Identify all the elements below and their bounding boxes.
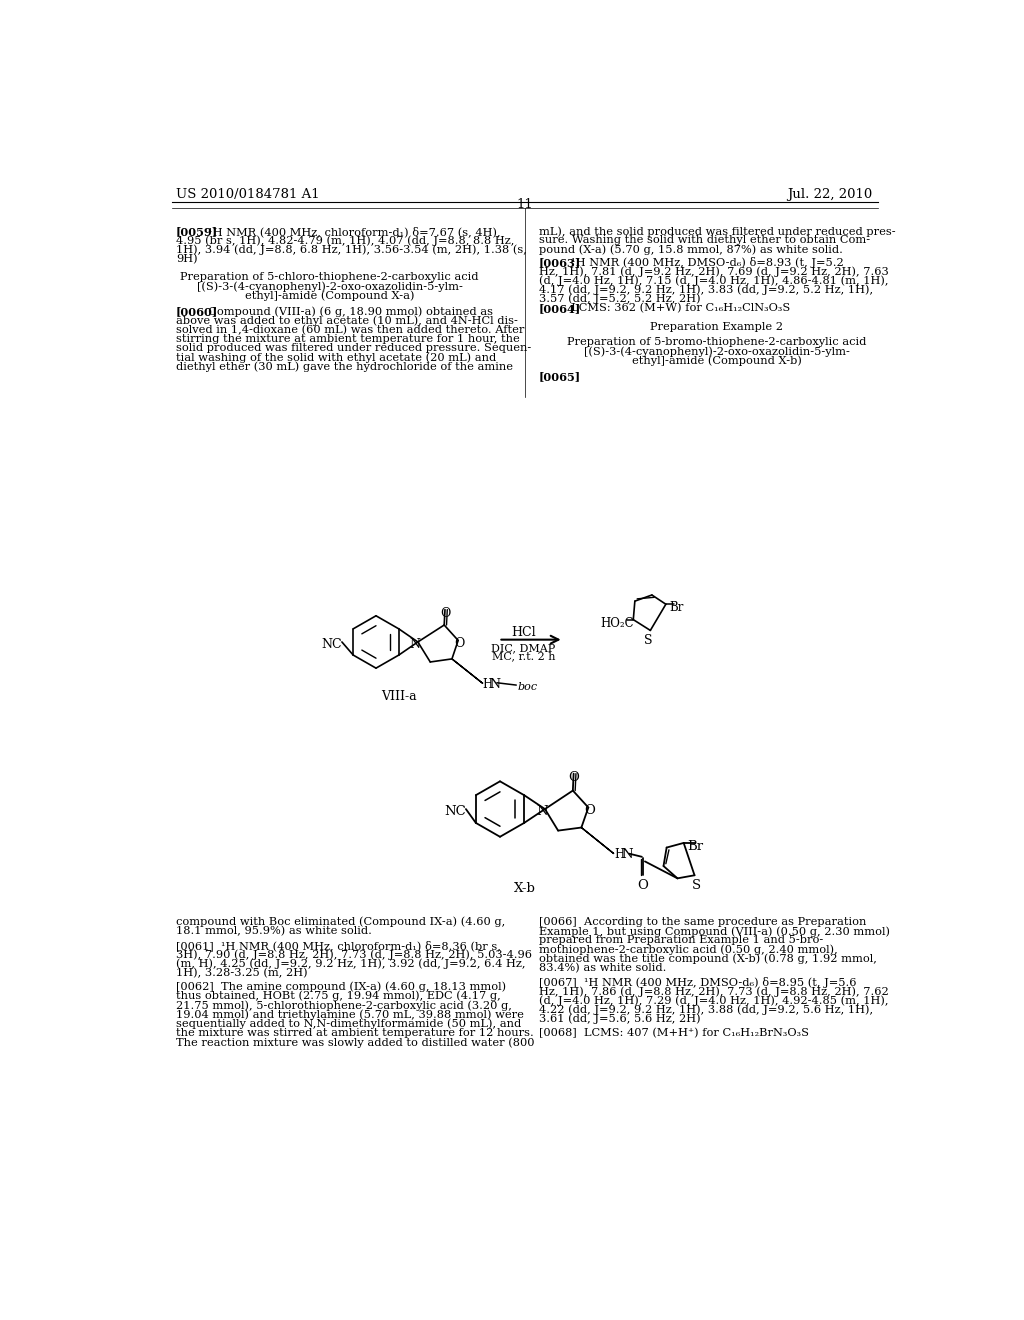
Text: [0067]  ¹H NMR (400 MHz, DMSO-d₆) δ=8.95 (t, J=5.6: [0067] ¹H NMR (400 MHz, DMSO-d₆) δ=8.95 … — [539, 977, 856, 987]
Text: DIC, DMAP: DIC, DMAP — [492, 643, 555, 652]
Text: 3H), 7.90 (d, J=8.8 Hz, 2H), 7.73 (d, J=8.8 Hz, 2H), 5.03-4.96: 3H), 7.90 (d, J=8.8 Hz, 2H), 7.73 (d, J=… — [176, 949, 532, 960]
Text: The reaction mixture was slowly added to distilled water (800: The reaction mixture was slowly added to… — [176, 1038, 535, 1048]
Text: sure. Washing the solid with diethyl ether to obtain Com-: sure. Washing the solid with diethyl eth… — [539, 235, 869, 246]
Text: obtained was the title compound (X-b) (0.78 g, 1.92 mmol,: obtained was the title compound (X-b) (0… — [539, 954, 877, 965]
Text: mothiophene-2-carboxylic acid (0.50 g, 2.40 mmol),: mothiophene-2-carboxylic acid (0.50 g, 2… — [539, 945, 838, 956]
Text: [(S)-3-(4-cyanophenyl)-2-oxo-oxazolidin-5-ylm-: [(S)-3-(4-cyanophenyl)-2-oxo-oxazolidin-… — [197, 281, 463, 292]
Text: ethyl]-amide (Compound X-a): ethyl]-amide (Compound X-a) — [245, 290, 415, 301]
Text: LCMS: 362 (M+W) for C₁₆H₁₂ClN₃O₃S: LCMS: 362 (M+W) for C₁₆H₁₂ClN₃O₃S — [563, 304, 790, 313]
Text: tial washing of the solid with ethyl acetate (20 mL) and: tial washing of the solid with ethyl ace… — [176, 352, 497, 363]
Text: Br: Br — [670, 601, 684, 614]
Text: [0068]  LCMS: 407 (M+H⁺) for C₁₆H₁₂BrN₃O₃S: [0068] LCMS: 407 (M+H⁺) for C₁₆H₁₂BrN₃O₃… — [539, 1028, 809, 1038]
Text: [(S)-3-(4-cyanophenyl)-2-oxo-oxazolidin-5-ylm-: [(S)-3-(4-cyanophenyl)-2-oxo-oxazolidin-… — [584, 346, 850, 356]
Text: N: N — [621, 849, 633, 862]
Text: H: H — [482, 678, 493, 692]
Text: 3.61 (dd, J=5.6, 5.6 Hz, 2H): 3.61 (dd, J=5.6, 5.6 Hz, 2H) — [539, 1014, 700, 1024]
Text: [0061]  ¹H NMR (400 MHz, chloroform-d₁) δ=8.36 (br s,: [0061] ¹H NMR (400 MHz, chloroform-d₁) δ… — [176, 940, 501, 950]
Text: US 2010/0184781 A1: US 2010/0184781 A1 — [176, 187, 319, 201]
Text: Example 1, but using Compound (VIII-a) (0.50 g, 2.30 mmol): Example 1, but using Compound (VIII-a) (… — [539, 927, 890, 937]
Text: (d, J=4.0 Hz, 1H), 7.29 (d, J=4.0 Hz, 1H), 4.92-4.85 (m, 1H),: (d, J=4.0 Hz, 1H), 7.29 (d, J=4.0 Hz, 1H… — [539, 995, 888, 1006]
Text: Compound (VIII-a) (6 g, 18.90 mmol) obtained as: Compound (VIII-a) (6 g, 18.90 mmol) obta… — [201, 306, 493, 317]
Text: solved in 1,4-dioxane (60 mL) was then added thereto. After: solved in 1,4-dioxane (60 mL) was then a… — [176, 325, 524, 335]
Text: the mixture was stirred at ambient temperature for 12 hours.: the mixture was stirred at ambient tempe… — [176, 1028, 534, 1038]
Text: [0064]: [0064] — [539, 304, 581, 314]
Text: (d, J=4.0 Hz, 1H), 7.15 (d, J=4.0 Hz, 1H), 4.86-4.81 (m, 1H),: (d, J=4.0 Hz, 1H), 7.15 (d, J=4.0 Hz, 1H… — [539, 276, 888, 286]
Text: NC: NC — [322, 638, 342, 651]
Text: VIII-a: VIII-a — [381, 689, 417, 702]
Text: MC, r.t. 2 h: MC, r.t. 2 h — [492, 651, 555, 661]
Text: 4.17 (dd, J=9.2, 9.2 Hz, 1H), 3.83 (dd, J=9.2, 5.2 Hz, 1H),: 4.17 (dd, J=9.2, 9.2 Hz, 1H), 3.83 (dd, … — [539, 285, 872, 296]
Text: solid produced was filtered under reduced pressure. Sequen-: solid produced was filtered under reduce… — [176, 343, 531, 354]
Text: O: O — [455, 636, 465, 649]
Text: Hz, 1H), 7.81 (d, J=9.2 Hz, 2H), 7.69 (d, J=9.2 Hz, 2H), 7.63: Hz, 1H), 7.81 (d, J=9.2 Hz, 2H), 7.69 (d… — [539, 267, 889, 277]
Text: 18.1 mmol, 95.9%) as white solid.: 18.1 mmol, 95.9%) as white solid. — [176, 927, 372, 936]
Text: Preparation Example 2: Preparation Example 2 — [650, 322, 783, 331]
Text: sequentially added to N,N-dimethylformamide (50 mL), and: sequentially added to N,N-dimethylformam… — [176, 1019, 521, 1030]
Text: boc: boc — [518, 682, 538, 692]
Text: HCl: HCl — [511, 626, 536, 639]
Text: [0060]: [0060] — [176, 306, 218, 317]
Text: O: O — [568, 771, 579, 784]
Text: compound with Boc eliminated (Compound IX-a) (4.60 g,: compound with Boc eliminated (Compound I… — [176, 917, 505, 928]
Text: ¹H NMR (400 MHz, chloroform-d₁) δ=7.67 (s, 4H),: ¹H NMR (400 MHz, chloroform-d₁) δ=7.67 (… — [201, 226, 501, 238]
Polygon shape — [452, 659, 483, 684]
Text: above was added to ethyl acetate (10 mL), and 4N-HCl dis-: above was added to ethyl acetate (10 mL)… — [176, 315, 518, 326]
Text: O: O — [637, 879, 648, 892]
Text: Preparation of 5-bromo-thiophene-2-carboxylic acid: Preparation of 5-bromo-thiophene-2-carbo… — [567, 337, 866, 347]
Text: stirring the mixture at ambient temperature for 1 hour, the: stirring the mixture at ambient temperat… — [176, 334, 520, 345]
Text: [0059]: [0059] — [176, 226, 218, 238]
Text: 4.22 (dd, J=9.2, 9.2 Hz, 1H), 3.88 (dd, J=9.2, 5.6 Hz, 1H),: 4.22 (dd, J=9.2, 9.2 Hz, 1H), 3.88 (dd, … — [539, 1005, 872, 1015]
Text: 3.57 (dd, J=5.2, 5.2 Hz, 2H): 3.57 (dd, J=5.2, 5.2 Hz, 2H) — [539, 294, 700, 305]
Text: O: O — [440, 607, 451, 619]
Text: S: S — [644, 635, 652, 647]
Text: [0066]  According to the same procedure as Preparation: [0066] According to the same procedure a… — [539, 917, 866, 927]
Text: Preparation of 5-chloro-thiophene-2-carboxylic acid: Preparation of 5-chloro-thiophene-2-carb… — [180, 272, 479, 282]
Text: 11: 11 — [516, 198, 534, 211]
Text: O: O — [585, 804, 595, 817]
Text: NC: NC — [444, 805, 466, 818]
Text: [0062]  The amine compound (IX-a) (4.60 g, 18.13 mmol): [0062] The amine compound (IX-a) (4.60 g… — [176, 982, 506, 993]
Text: prepared from Preparation Example 1 and 5-bro-: prepared from Preparation Example 1 and … — [539, 936, 823, 945]
Text: Jul. 22, 2010: Jul. 22, 2010 — [786, 187, 872, 201]
Text: [0065]: [0065] — [539, 371, 581, 381]
Text: 9H): 9H) — [176, 253, 198, 264]
Text: 4.95 (br s, 1H), 4.82-4.79 (m, 1H), 4.07 (dd, J=8.8, 8.8 Hz,: 4.95 (br s, 1H), 4.82-4.79 (m, 1H), 4.07… — [176, 235, 514, 246]
Text: Hz, 1H), 7.86 (d, J=8.8 Hz, 2H), 7.73 (d, J=8.8 Hz, 2H), 7.62: Hz, 1H), 7.86 (d, J=8.8 Hz, 2H), 7.73 (d… — [539, 986, 889, 997]
Text: X-b: X-b — [514, 882, 536, 895]
Text: ¹H NMR (400 MHz, DMSO-d₆) δ=8.93 (t, J=5.2: ¹H NMR (400 MHz, DMSO-d₆) δ=8.93 (t, J=5… — [563, 257, 844, 268]
Text: 1H), 3.28-3.25 (m, 2H): 1H), 3.28-3.25 (m, 2H) — [176, 968, 307, 978]
Text: [0063]: [0063] — [539, 257, 581, 268]
Text: S: S — [691, 879, 700, 892]
Text: pound (X-a) (5.70 g, 15.8 mmol, 87%) as white solid.: pound (X-a) (5.70 g, 15.8 mmol, 87%) as … — [539, 244, 843, 255]
Text: Br: Br — [687, 840, 703, 853]
Text: N: N — [410, 638, 420, 651]
Text: ethyl]-amide (Compound X-b): ethyl]-amide (Compound X-b) — [632, 355, 802, 366]
Polygon shape — [582, 828, 614, 854]
Text: N: N — [536, 805, 548, 818]
Text: (m, H), 4.25 (dd, J=9.2, 9.2 Hz, 1H), 3.92 (dd, J=9.2, 6.4 Hz,: (m, H), 4.25 (dd, J=9.2, 9.2 Hz, 1H), 3.… — [176, 958, 525, 969]
Text: diethyl ether (30 mL) gave the hydrochloride of the amine: diethyl ether (30 mL) gave the hydrochlo… — [176, 362, 513, 372]
Text: 19.04 mmol) and triethylamine (5.70 mL, 39.88 mmol) were: 19.04 mmol) and triethylamine (5.70 mL, … — [176, 1010, 524, 1020]
Text: 21.75 mmol), 5-chlorothiophene-2-carboxylic acid (3.20 g,: 21.75 mmol), 5-chlorothiophene-2-carboxy… — [176, 1001, 512, 1011]
Text: HO₂C: HO₂C — [601, 616, 635, 630]
Text: N: N — [489, 678, 500, 692]
Text: H: H — [614, 849, 625, 862]
Text: 1H), 3.94 (dd, J=8.8, 6.8 Hz, 1H), 3.56-3.54 (m, 2H), 1.38 (s,: 1H), 3.94 (dd, J=8.8, 6.8 Hz, 1H), 3.56-… — [176, 244, 527, 255]
Text: thus obtained, HOBt (2.75 g, 19.94 mmol), EDC (4.17 g,: thus obtained, HOBt (2.75 g, 19.94 mmol)… — [176, 991, 501, 1002]
Text: 83.4%) as white solid.: 83.4%) as white solid. — [539, 964, 667, 973]
Text: mL), and the solid produced was filtered under reduced pres-: mL), and the solid produced was filtered… — [539, 226, 895, 236]
